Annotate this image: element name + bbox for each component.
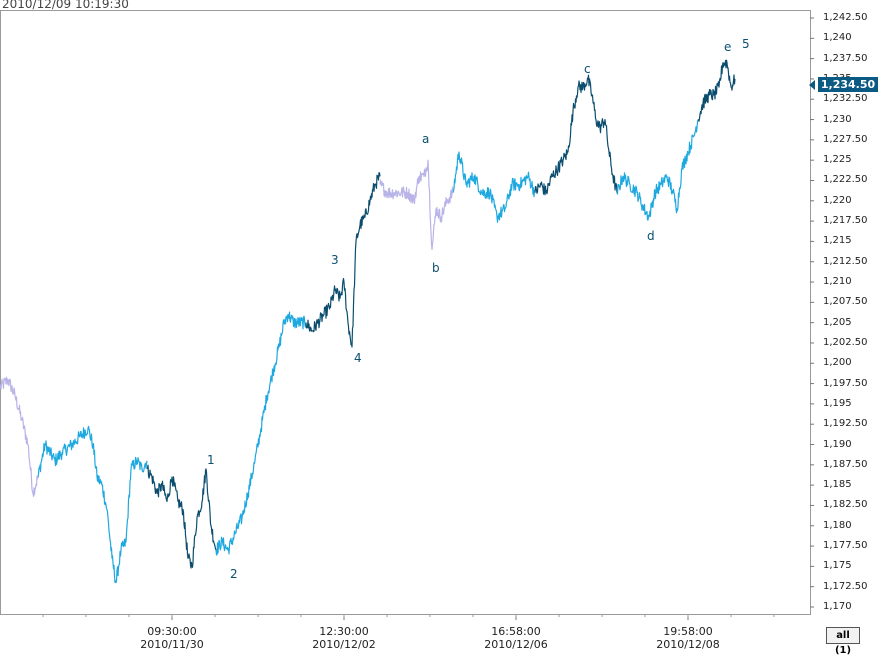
y-tick-label: 1,190 [823,438,852,450]
wave-label-c: c [584,62,591,76]
price-series-segment-6 [452,151,536,223]
wave-label-2: 2 [230,567,238,581]
y-tick-label: 1,217.50 [823,215,868,227]
y-tick-label: 1,200 [823,357,852,369]
wave-label-5: 5 [742,37,750,51]
x-tick-label: 16:58:00 2010/12/06 [471,625,561,651]
wave-label-b: b [432,261,440,275]
x-tick-time: 12:30:00 [319,625,369,638]
price-series-segment-9 [697,59,736,122]
y-tick-label: 1,212.50 [823,255,868,267]
price-series-segment-4 [305,172,381,348]
y-tick-label: 1,225 [823,154,852,166]
y-tick-label: 1,242.50 [823,12,868,23]
y-tick-label: 1,202.50 [823,336,868,348]
y-tick-label: 1,230 [823,113,852,125]
x-tick-date: 2010/12/08 [656,638,720,651]
wave-label-a: a [422,132,430,146]
x-tick-time: 09:30:00 [147,625,197,638]
y-tick-label: 1,175 [823,560,852,572]
x-tick-time: 19:58:00 [663,625,713,638]
period-all-button[interactable]: all (1) [826,627,860,656]
price-series-segment-1 [37,425,148,584]
x-tick-date: 2010/11/30 [140,638,204,651]
price-series-segment-7 [534,74,618,196]
y-tick-label: 1,192.50 [823,418,868,430]
price-series-segment-8 [616,119,699,221]
last-price-tag: 1,234.50 [818,77,878,92]
x-tick-label: 12:30:00 2010/12/02 [299,625,389,651]
y-tick-label: 1,180 [823,519,852,531]
x-tick-date: 2010/12/02 [312,638,376,651]
y-tick-label: 1,182.50 [823,499,868,511]
x-tick-label: 09:30:00 2010/11/30 [127,625,217,651]
wave-label-e: e [724,40,732,54]
price-series-segment-3 [215,311,307,556]
y-tick-label: 1,232.50 [823,93,868,105]
wave-label-d: d [647,229,655,243]
price-series-segment-0 [0,376,39,497]
y-tick-label: 1,215 [823,235,852,247]
y-tick-label: 1,237.50 [823,52,868,64]
y-tick-label: 1,240 [823,32,852,44]
y-tick-label: 1,187.50 [823,458,868,470]
x-tick-date: 2010/12/06 [484,638,548,651]
y-tick-label: 1,205 [823,316,852,328]
y-tick-label: 1,170 [823,601,852,612]
wave-label-4: 4 [354,351,362,365]
y-tick-label: 1,197.50 [823,377,868,389]
y-tick-label: 1,220 [823,194,852,206]
chart-timestamp: 2010/12/09 10:19:30 [2,0,129,11]
axis-layer [42,17,814,620]
price-series-segment-2 [146,464,217,569]
wave-label-3: 3 [331,253,339,267]
y-tick-label: 1,172.50 [823,580,868,592]
wave-label-1: 1 [207,453,215,467]
plot-area [0,10,811,615]
y-tick-label: 1,227.50 [823,133,868,145]
last-price-marker [809,80,815,90]
y-tick-label: 1,185 [823,479,852,491]
x-tick-time: 16:58:00 [491,625,541,638]
y-tick-label: 1,210 [823,276,852,288]
y-tick-label: 1,195 [823,397,852,409]
y-tick-label: 1,207.50 [823,296,868,308]
y-tick-label: 1,222.50 [823,174,868,186]
y-tick-label: 1,177.50 [823,540,868,552]
price-series-segment-5 [379,159,454,251]
series-layer [0,59,736,584]
x-tick-label: 19:58:00 2010/12/08 [643,625,733,651]
